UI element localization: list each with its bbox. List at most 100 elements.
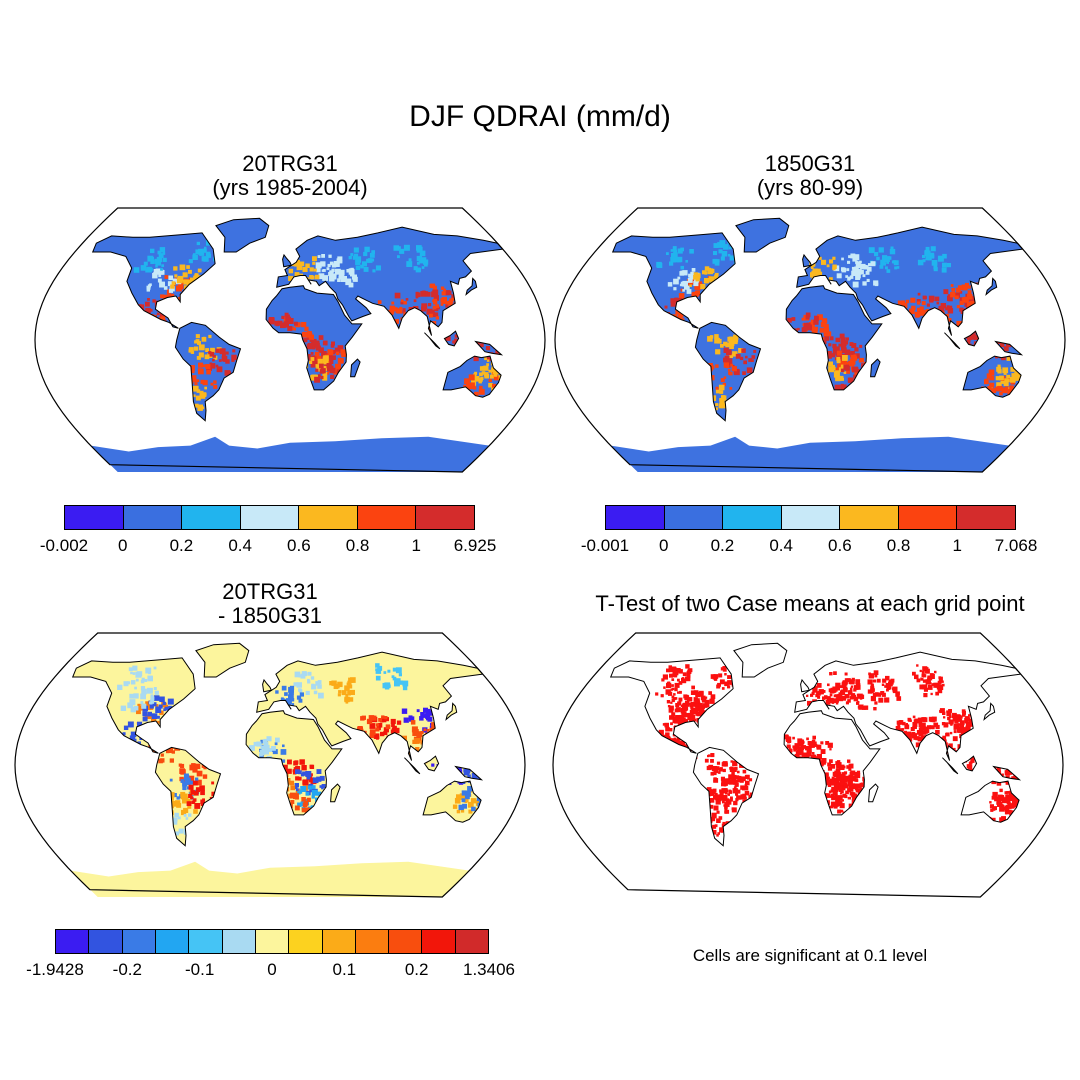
grid-cell [733, 337, 738, 342]
grid-cell [666, 736, 671, 741]
grid-cell [333, 684, 339, 689]
grid-cell [132, 665, 138, 671]
grid-cell [689, 284, 692, 287]
grid-cell [829, 748, 832, 751]
grid-cell [841, 257, 844, 261]
grid-cell [458, 804, 464, 811]
grid-cell [859, 697, 863, 700]
grid-cell [694, 285, 699, 290]
grid-cell [1001, 387, 1008, 394]
grid-cell [185, 777, 191, 784]
grid-cell [667, 282, 673, 287]
grid-cell [719, 791, 724, 796]
coastline [423, 755, 440, 772]
grid-cell [167, 746, 173, 752]
grid-cell [210, 382, 214, 386]
grid-cell [301, 765, 307, 771]
grid-cell [706, 704, 710, 708]
coastline [733, 642, 788, 678]
grid-cell [660, 694, 664, 698]
grid-cell [194, 382, 198, 386]
grid-cell [830, 764, 836, 769]
grid-cell [466, 383, 472, 389]
landmass-antarctica [90, 436, 490, 472]
grid-cell [672, 734, 676, 737]
grid-cell [156, 720, 160, 724]
grid-cell [910, 727, 915, 732]
grid-cell [736, 789, 741, 794]
grid-cell [828, 277, 833, 282]
grid-cell [847, 690, 853, 695]
grid-cell [853, 354, 857, 358]
grid-cell [425, 291, 431, 297]
grid-cell [1015, 374, 1020, 379]
grid-cell [305, 791, 310, 796]
grid-cell [463, 384, 467, 388]
grid-cell [391, 675, 395, 679]
grid-cell [224, 370, 231, 376]
grid-cell [680, 704, 684, 708]
grid-cell [418, 736, 421, 739]
grid-cell [133, 693, 139, 699]
grid-cell [847, 699, 851, 703]
grid-cell [394, 319, 399, 324]
landmass-antarctica [610, 436, 1010, 472]
grid-cell [674, 682, 680, 688]
grid-cell [727, 793, 730, 796]
grid-cell [199, 785, 205, 791]
grid-cell [330, 271, 334, 275]
coastline [215, 217, 270, 253]
grid-cell [402, 685, 408, 691]
grid-cell [173, 266, 178, 271]
grid-cell [850, 770, 856, 776]
grid-cell [403, 301, 407, 305]
grid-cell [727, 369, 731, 372]
grid-cell [947, 318, 952, 322]
grid-cell [166, 291, 170, 295]
grid-cell [874, 692, 879, 697]
grid-cell [298, 698, 303, 703]
grid-cell [399, 248, 405, 254]
grid-cell [942, 253, 947, 259]
grid-cell [808, 743, 812, 747]
grid-cell [838, 375, 844, 381]
grid-cell [313, 690, 318, 695]
grid-cell [392, 667, 397, 672]
grid-cell [841, 799, 844, 802]
grid-cell [665, 726, 670, 732]
grid-cell [349, 689, 355, 695]
grid-cell [786, 744, 791, 749]
grid-cell [196, 356, 201, 360]
grid-cell [919, 306, 924, 311]
grid-cell [873, 679, 877, 683]
grid-cell [215, 348, 220, 353]
grid-cell [820, 322, 826, 328]
grid-cell [843, 371, 847, 374]
grid-cell [1007, 803, 1013, 809]
grid-cell [848, 796, 852, 800]
grid-cell [180, 769, 186, 775]
grid-cell [707, 268, 714, 275]
grid-cell [179, 264, 186, 271]
coastline [474, 340, 504, 356]
grid-cell [191, 800, 196, 804]
colorbar-box [89, 930, 123, 953]
grid-cell [746, 367, 753, 374]
grid-cell [968, 761, 972, 765]
grid-cell [841, 355, 848, 361]
grid-cell [838, 692, 842, 696]
grid-cell [958, 726, 963, 731]
grid-cell [391, 723, 395, 727]
grid-cell [962, 710, 966, 715]
grid-cell [826, 331, 832, 337]
grid-cell [704, 758, 709, 763]
grid-cell [847, 759, 851, 763]
grid-cell [707, 790, 713, 796]
grid-cell [844, 349, 851, 356]
grid-cell [810, 693, 814, 697]
grid-cell [929, 673, 935, 679]
grid-cell [841, 772, 846, 777]
grid-cell [228, 371, 231, 375]
grid-cell [198, 248, 204, 255]
grid-cell [474, 371, 478, 375]
